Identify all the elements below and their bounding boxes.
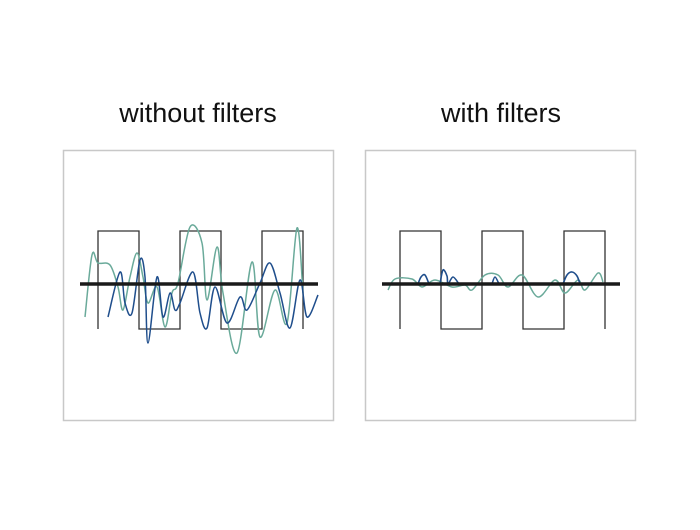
- panel-title-without-filters: without filters: [119, 98, 277, 128]
- trace-blue: [491, 276, 500, 285]
- square-wave: [97, 230, 304, 330]
- square-wave: [399, 230, 606, 330]
- trace-blue: [439, 268, 460, 285]
- trace-blue: [417, 273, 430, 285]
- panel-title-with-filters: with filters: [440, 98, 562, 128]
- panel-with-filters: [364, 149, 637, 422]
- trace-blue: [562, 271, 581, 285]
- panel-without-filters: [62, 149, 335, 422]
